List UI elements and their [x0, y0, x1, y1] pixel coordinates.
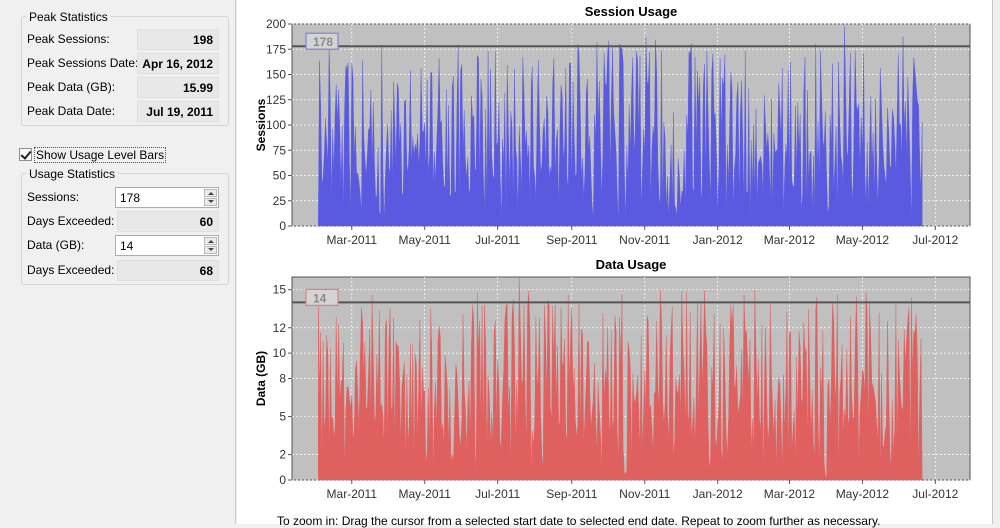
sessions-increment-icon[interactable] — [204, 189, 217, 197]
peak-data-date-label: Peak Data Date: — [27, 104, 116, 118]
x-tick-label: Mar-2012 — [764, 487, 816, 501]
y-tick-label: 75 — [273, 143, 287, 157]
x-tick-label: Jul-2012 — [912, 233, 958, 247]
data-decrement-icon[interactable] — [204, 246, 217, 254]
y-tick-label: 150 — [266, 68, 286, 82]
statistics-panel: Peak Statistics Peak Sessions: 198 Peak … — [0, 0, 236, 524]
usage-area-series — [318, 25, 923, 227]
sessions-spinner[interactable]: 178 — [115, 187, 219, 208]
chart-title: Session Usage — [585, 4, 678, 19]
data-days-exceeded-label: Days Exceeded: — [27, 263, 115, 277]
peak-data-value: 15.99 — [137, 77, 219, 98]
x-tick-label: May-2011 — [398, 233, 451, 247]
data-increment-icon[interactable] — [204, 237, 217, 245]
data-days-exceeded-value: 68 — [117, 260, 219, 281]
peak-sessions-label: Peak Sessions: — [27, 32, 110, 46]
sessions-label: Sessions: — [27, 190, 80, 204]
peak-sessions-row: Peak Sessions: 198 — [27, 29, 225, 50]
x-tick-label: Mar-2012 — [764, 233, 816, 247]
data-usage-chart[interactable]: Data Usage 14 0 2 5 8 10 12 15 Mar-2011 May-2011 Ju… — [237, 252, 992, 514]
sessions-decrement-icon[interactable] — [204, 198, 217, 206]
x-tick-label: Sep-2011 — [546, 487, 597, 501]
y-tick-label: 50 — [273, 169, 287, 183]
x-tick-label: Nov-2011 — [619, 487, 670, 501]
data-input[interactable]: 14 — [120, 239, 134, 253]
y-tick-label: 200 — [266, 17, 286, 31]
x-tick-label: May-2012 — [836, 233, 890, 247]
data-days-exceeded-row: Days Exceeded: 68 — [27, 260, 225, 281]
show-usage-level-bars-label[interactable]: Show Usage Level Bars — [34, 147, 167, 163]
sessions-row: Sessions: 178 — [27, 187, 225, 208]
peak-sessions-value: 198 — [137, 29, 219, 50]
x-tick-label: Jul-2012 — [912, 487, 958, 501]
usage-area-series — [318, 277, 923, 481]
x-tick-label: May-2012 — [836, 487, 890, 501]
x-tick-label: Mar-2011 — [327, 487, 378, 501]
y-tick-label: 25 — [273, 194, 287, 208]
y-tick-label: 10 — [273, 346, 287, 360]
peak-data-label: Peak Data (GB): — [27, 80, 116, 94]
level-label-box — [305, 32, 339, 50]
peak-sessions-date-label: Peak Sessions Date: — [27, 56, 139, 70]
y-tick-label: 15 — [273, 283, 287, 297]
level-label-text: 178 — [313, 35, 333, 49]
peak-sessions-date-value: Apr 16, 2012 — [137, 53, 219, 74]
x-tick-label: Nov-2011 — [619, 233, 670, 247]
y-tick-label: 125 — [266, 93, 286, 107]
sessions-days-exceeded-label: Days Exceeded: — [27, 214, 115, 228]
sessions-input[interactable]: 178 — [120, 191, 141, 205]
y-tick-label: 8 — [279, 372, 286, 386]
level-label-text: 14 — [313, 291, 327, 305]
y-tick-label: 0 — [279, 473, 286, 487]
y-tick-label: 175 — [266, 42, 286, 56]
y-tick-label: 5 — [279, 410, 286, 424]
session-usage-chart[interactable]: Session Usage 178 0 25 50 75 100 125 150 175 200 Ma… — [237, 0, 992, 252]
usage-level-label: 178 — [305, 32, 339, 50]
usage-statistics-group: Usage Statistics Sessions: 178 Days Exce… — [21, 167, 229, 285]
charts-panel: Session Usage 178 0 25 50 75 100 125 150 175 200 Ma… — [237, 0, 992, 524]
y-axis-label: Data (GB) — [254, 351, 268, 406]
x-tick-label: May-2011 — [398, 487, 451, 501]
window-edge — [992, 0, 1000, 524]
chart-title: Data Usage — [596, 257, 667, 272]
peak-sessions-date-row: Peak Sessions Date: Apr 16, 2012 — [27, 53, 225, 74]
x-tick-label: Jan-2012 — [693, 487, 743, 501]
data-row: Data (GB): 14 — [27, 235, 225, 256]
checkbox-checked-icon[interactable] — [19, 148, 32, 161]
y-tick-label: 2 — [279, 448, 286, 462]
usage-statistics-title: Usage Statistics — [26, 167, 119, 181]
data-label: Data (GB): — [27, 238, 85, 252]
usage-level-label: 14 — [305, 288, 339, 306]
x-tick-label: Jul-2011 — [475, 487, 520, 501]
y-tick-label: 12 — [273, 321, 287, 335]
y-axis-label: Sessions — [254, 98, 268, 151]
sessions-days-exceeded-value: 60 — [117, 211, 219, 232]
zoom-instructions: To zoom in: Drag the cursor from a selec… — [277, 514, 881, 528]
x-tick-label: Sep-2011 — [546, 233, 597, 247]
sessions-days-exceeded-row: Days Exceeded: 60 — [27, 211, 225, 232]
y-tick-label: 100 — [266, 118, 286, 132]
peak-statistics-title: Peak Statistics — [26, 10, 111, 24]
x-tick-label: Jan-2012 — [693, 233, 743, 247]
peak-data-date-row: Peak Data Date: Jul 19, 2011 — [27, 101, 225, 122]
peak-statistics-group: Peak Statistics Peak Sessions: 198 Peak … — [21, 10, 229, 126]
peak-data-row: Peak Data (GB): 15.99 — [27, 77, 225, 98]
y-tick-label: 0 — [279, 219, 286, 233]
x-tick-label: Mar-2011 — [327, 233, 378, 247]
data-spinner[interactable]: 14 — [115, 235, 219, 256]
level-label-box — [305, 288, 339, 306]
x-tick-label: Jul-2011 — [475, 233, 520, 247]
peak-data-date-value: Jul 19, 2011 — [137, 101, 219, 122]
